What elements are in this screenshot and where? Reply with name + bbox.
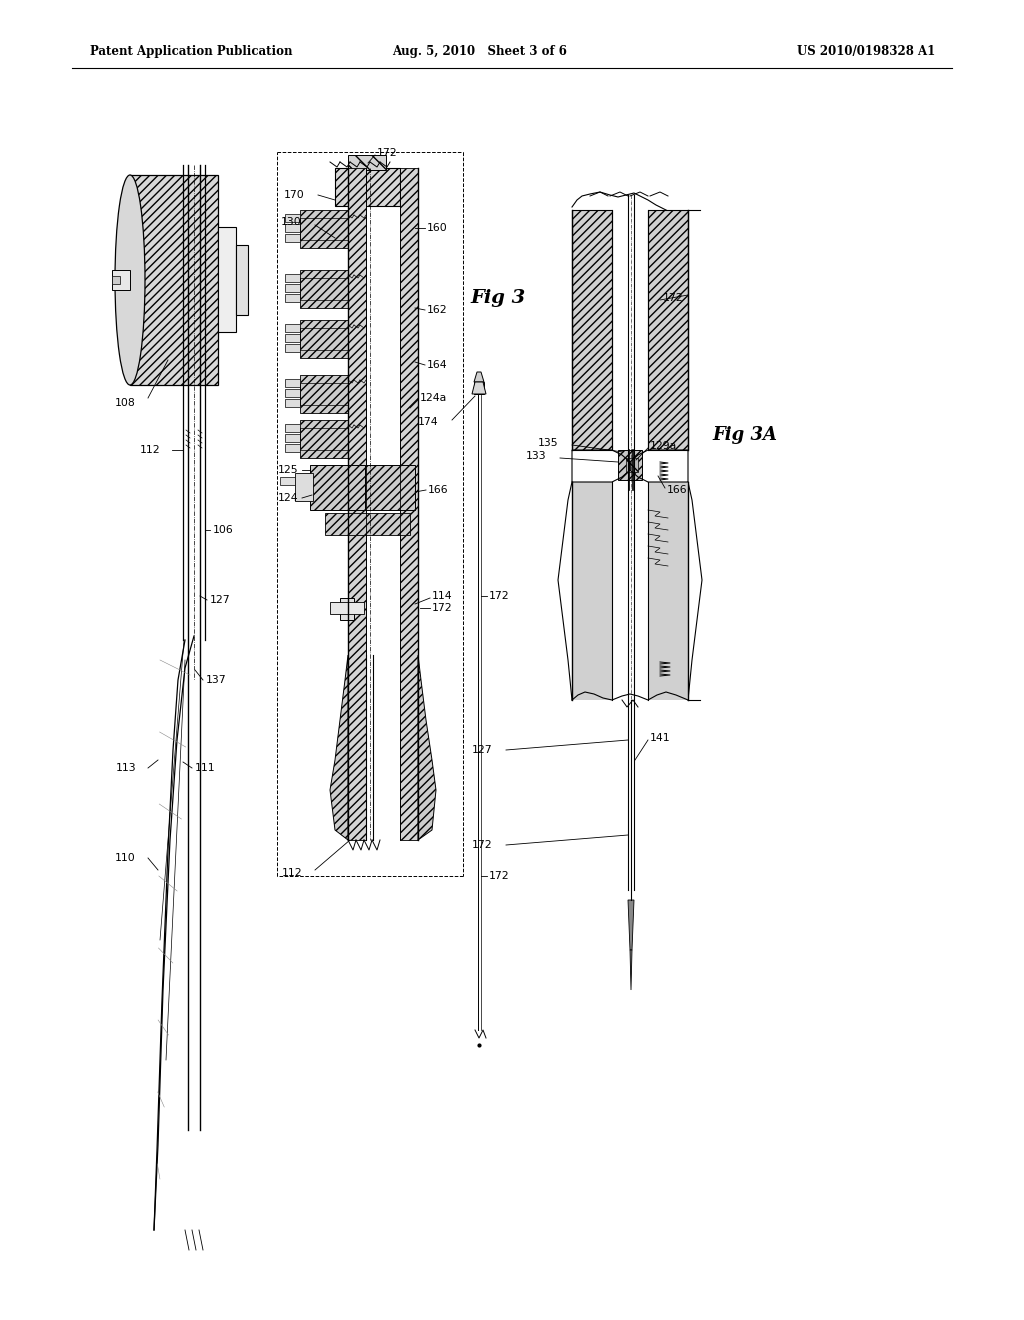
Text: 170: 170: [285, 190, 305, 201]
Bar: [648, 482, 688, 700]
Text: 141: 141: [650, 733, 671, 743]
Text: 114: 114: [432, 591, 453, 601]
Text: Patent Application Publication: Patent Application Publication: [90, 45, 293, 58]
Text: 172: 172: [377, 148, 397, 158]
Bar: [295, 473, 313, 502]
Text: 127: 127: [210, 595, 230, 605]
Bar: [285, 399, 300, 407]
Text: US 2010/0198328 A1: US 2010/0198328 A1: [797, 45, 935, 58]
Bar: [218, 227, 236, 333]
Text: 124: 124: [278, 492, 298, 503]
Polygon shape: [628, 900, 634, 950]
Bar: [285, 234, 300, 242]
Text: 127: 127: [471, 744, 492, 755]
Bar: [285, 275, 300, 282]
Text: Aug. 5, 2010   Sheet 3 of 6: Aug. 5, 2010 Sheet 3 of 6: [392, 45, 567, 58]
Bar: [310, 465, 365, 510]
Ellipse shape: [115, 176, 145, 385]
Text: 106: 106: [213, 525, 233, 535]
Text: 172: 172: [432, 603, 453, 612]
Bar: [626, 458, 638, 473]
Text: 166: 166: [667, 484, 688, 495]
Polygon shape: [418, 655, 436, 840]
Bar: [474, 381, 484, 393]
Text: 112: 112: [139, 445, 160, 455]
Text: 174: 174: [418, 417, 438, 426]
Bar: [340, 598, 354, 620]
Text: Fig 3A: Fig 3A: [713, 426, 777, 444]
Text: 129a: 129a: [650, 441, 677, 451]
Bar: [285, 294, 300, 302]
Text: 124a: 124a: [420, 393, 447, 403]
Text: 113: 113: [116, 763, 136, 774]
Bar: [300, 218, 348, 240]
Text: Fig 3: Fig 3: [470, 289, 525, 308]
Bar: [300, 279, 348, 300]
Bar: [285, 389, 300, 397]
Text: 172: 172: [489, 591, 510, 601]
Polygon shape: [474, 372, 484, 381]
Text: 111: 111: [195, 763, 216, 774]
Text: 137: 137: [206, 675, 226, 685]
Bar: [300, 210, 348, 248]
Bar: [300, 383, 348, 405]
Bar: [236, 246, 248, 315]
Polygon shape: [330, 655, 348, 840]
Text: 135: 135: [538, 438, 558, 447]
Bar: [300, 327, 348, 350]
Polygon shape: [630, 950, 632, 990]
Text: 162: 162: [427, 305, 447, 315]
Text: 172: 172: [489, 871, 510, 880]
Bar: [325, 513, 410, 535]
Bar: [285, 379, 300, 387]
Text: 110: 110: [116, 853, 136, 863]
Bar: [130, 176, 218, 385]
Bar: [285, 284, 300, 292]
Bar: [300, 319, 348, 358]
Text: 133: 133: [525, 451, 546, 461]
Text: 130: 130: [282, 216, 302, 227]
Text: 172: 172: [471, 840, 492, 850]
Bar: [335, 168, 400, 206]
Bar: [300, 420, 348, 458]
Text: 164: 164: [427, 360, 447, 370]
Bar: [285, 434, 300, 442]
Bar: [348, 154, 386, 170]
Bar: [572, 482, 612, 700]
Text: 160: 160: [427, 223, 447, 234]
Polygon shape: [472, 381, 486, 393]
Bar: [300, 271, 348, 308]
Bar: [572, 210, 612, 450]
Text: 108: 108: [116, 399, 136, 408]
Bar: [365, 465, 415, 510]
Bar: [285, 424, 300, 432]
Bar: [618, 450, 642, 480]
Bar: [285, 444, 300, 451]
Text: 112: 112: [282, 869, 302, 878]
Text: 166: 166: [428, 484, 449, 495]
Text: 172: 172: [663, 293, 684, 304]
Bar: [285, 224, 300, 232]
Bar: [112, 276, 120, 284]
Bar: [285, 345, 300, 352]
Bar: [648, 210, 688, 450]
Bar: [285, 214, 300, 222]
Text: 125: 125: [278, 465, 298, 475]
Bar: [112, 271, 130, 290]
Bar: [285, 323, 300, 333]
Bar: [348, 168, 366, 840]
Bar: [400, 168, 418, 840]
Bar: [280, 477, 295, 484]
Bar: [300, 375, 348, 413]
Bar: [330, 602, 364, 614]
Bar: [285, 334, 300, 342]
Bar: [300, 428, 348, 450]
